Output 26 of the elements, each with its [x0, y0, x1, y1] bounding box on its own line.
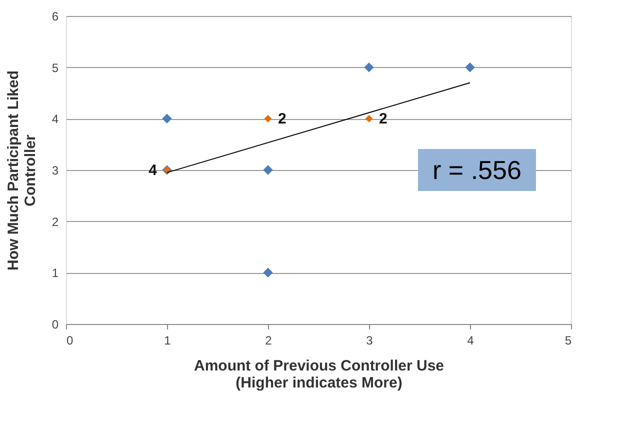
point: [162, 114, 172, 124]
x-tick-label: 5: [564, 334, 572, 348]
x-tick-label: 3: [366, 334, 374, 348]
point: [365, 114, 373, 122]
y-tick-label: 3: [52, 164, 59, 178]
y-axis-title: How Much Participant Liked Controller: [4, 70, 39, 271]
y-tick-label: 1: [52, 266, 59, 280]
y-tick-label: 5: [52, 60, 59, 75]
y-tick-label: 2: [52, 214, 59, 229]
x-tick-label: 4: [467, 334, 474, 348]
point: [263, 268, 273, 278]
y-tick-label: 0: [52, 318, 59, 332]
point: [465, 62, 475, 72]
point: [264, 114, 272, 122]
annotation: 2: [379, 110, 388, 128]
x-axis-title: Amount of Previous Controller Use (Higher indicates More): [194, 358, 444, 392]
annotation: r = .556: [432, 155, 522, 185]
y-tick-label: 6: [52, 10, 59, 24]
x-tick-label: 2: [265, 334, 272, 348]
x-tick-label: 1: [164, 334, 172, 348]
annotation: 2: [278, 110, 286, 128]
annotation: 4: [148, 162, 158, 179]
y-tick-label: 4: [52, 112, 59, 126]
point: [263, 165, 273, 175]
point: [364, 62, 374, 72]
x-tick-label: 0: [66, 334, 74, 348]
